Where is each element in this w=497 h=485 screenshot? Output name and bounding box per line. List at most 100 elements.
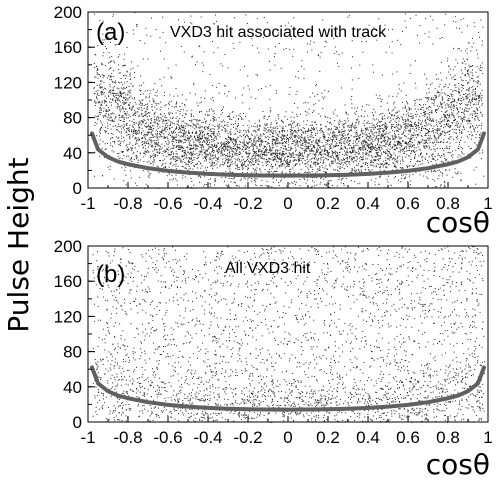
scatter-point xyxy=(212,131,214,133)
scatter-point xyxy=(116,107,118,109)
scatter-point xyxy=(158,153,160,155)
scatter-point xyxy=(363,116,365,118)
scatter-point xyxy=(122,88,124,90)
scatter-point xyxy=(389,142,391,144)
scatter-point xyxy=(311,127,312,129)
scatter-point xyxy=(261,161,263,163)
scatter-point xyxy=(260,140,262,142)
scatter-point xyxy=(146,134,148,136)
scatter-point xyxy=(440,104,442,106)
scatter-point xyxy=(442,98,444,100)
scatter-point xyxy=(307,131,309,133)
scatter-point xyxy=(172,143,174,145)
scatter-point xyxy=(248,162,250,164)
scatter-point xyxy=(282,143,284,145)
scatter-point xyxy=(131,129,133,131)
scatter-point xyxy=(408,123,410,125)
scatter-point xyxy=(208,114,210,116)
scatter-point xyxy=(298,130,300,132)
scatter-point xyxy=(234,123,236,125)
scatter-point xyxy=(441,92,443,94)
scatter-point xyxy=(386,140,388,142)
scatter-point xyxy=(117,130,119,132)
scatter-point xyxy=(286,136,288,138)
scatter-point xyxy=(204,152,206,154)
scatter-point xyxy=(150,118,152,120)
scatter-point xyxy=(316,151,318,153)
scatter-point xyxy=(188,124,190,126)
scatter-point xyxy=(396,160,398,162)
scatter-point xyxy=(341,159,343,161)
scatter-point xyxy=(246,156,248,158)
scatter-point xyxy=(439,129,441,131)
scatter-point xyxy=(115,44,117,46)
scatter-point xyxy=(394,166,396,168)
scatter-point xyxy=(389,142,391,144)
scatter-point xyxy=(168,132,170,134)
scatter-point xyxy=(433,145,435,147)
scatter-point xyxy=(396,111,398,113)
scatter-point xyxy=(204,137,206,139)
scatter-point xyxy=(444,85,446,87)
scatter-point xyxy=(290,116,292,118)
scatter-point xyxy=(437,159,439,161)
scatter-point xyxy=(259,135,261,137)
scatter-point xyxy=(445,159,447,161)
scatter-point xyxy=(305,141,307,143)
scatter-point xyxy=(134,143,136,145)
scatter-point xyxy=(175,163,177,165)
scatter-point xyxy=(372,141,374,143)
scatter-point xyxy=(285,161,287,163)
scatter-point xyxy=(410,124,412,126)
scatter-point xyxy=(316,184,318,186)
scatter-point xyxy=(170,152,172,154)
scatter-point xyxy=(135,112,137,114)
scatter-point xyxy=(146,161,148,163)
scatter-point xyxy=(103,52,105,54)
scatter-point xyxy=(370,159,372,161)
scatter-point xyxy=(134,132,136,134)
scatter-point xyxy=(337,166,339,168)
scatter-point xyxy=(277,114,279,116)
scatter-point xyxy=(467,73,469,75)
scatter-point xyxy=(239,148,241,150)
scatter-point xyxy=(435,160,437,162)
scatter-point xyxy=(379,126,381,128)
scatter-point xyxy=(172,147,174,149)
scatter-point xyxy=(435,97,437,99)
scatter-point xyxy=(407,126,409,128)
scatter-point xyxy=(377,152,379,154)
scatter-point xyxy=(242,167,244,169)
scatter-point xyxy=(193,147,195,149)
scatter-point xyxy=(109,117,111,119)
scatter-point xyxy=(323,134,325,135)
scatter-point xyxy=(281,161,283,163)
scatter-point xyxy=(444,135,446,137)
scatter-point xyxy=(154,140,156,142)
scatter-point xyxy=(462,118,464,120)
scatter-point xyxy=(370,130,372,132)
scatter-point xyxy=(149,90,151,92)
scatter-point xyxy=(230,146,232,148)
scatter-point xyxy=(420,163,422,165)
scatter-point xyxy=(403,129,405,131)
scatter-point xyxy=(224,144,226,146)
scatter-point xyxy=(428,120,430,122)
scatter-point xyxy=(195,119,197,121)
scatter-point xyxy=(458,129,460,131)
scatter-point xyxy=(383,151,385,153)
scatter-point xyxy=(213,117,215,119)
scatter-point xyxy=(232,150,234,152)
scatter-point xyxy=(122,102,124,104)
scatter-point xyxy=(480,127,482,129)
scatter-point xyxy=(212,165,214,167)
scatter-point xyxy=(480,92,482,94)
scatter-point xyxy=(313,163,315,165)
scatter-point xyxy=(272,159,274,161)
scatter-point xyxy=(438,121,440,123)
scatter-point xyxy=(368,139,370,141)
scatter-point xyxy=(158,141,160,143)
scatter-point xyxy=(387,144,389,146)
scatter-point xyxy=(342,153,344,155)
scatter-point xyxy=(324,148,326,150)
